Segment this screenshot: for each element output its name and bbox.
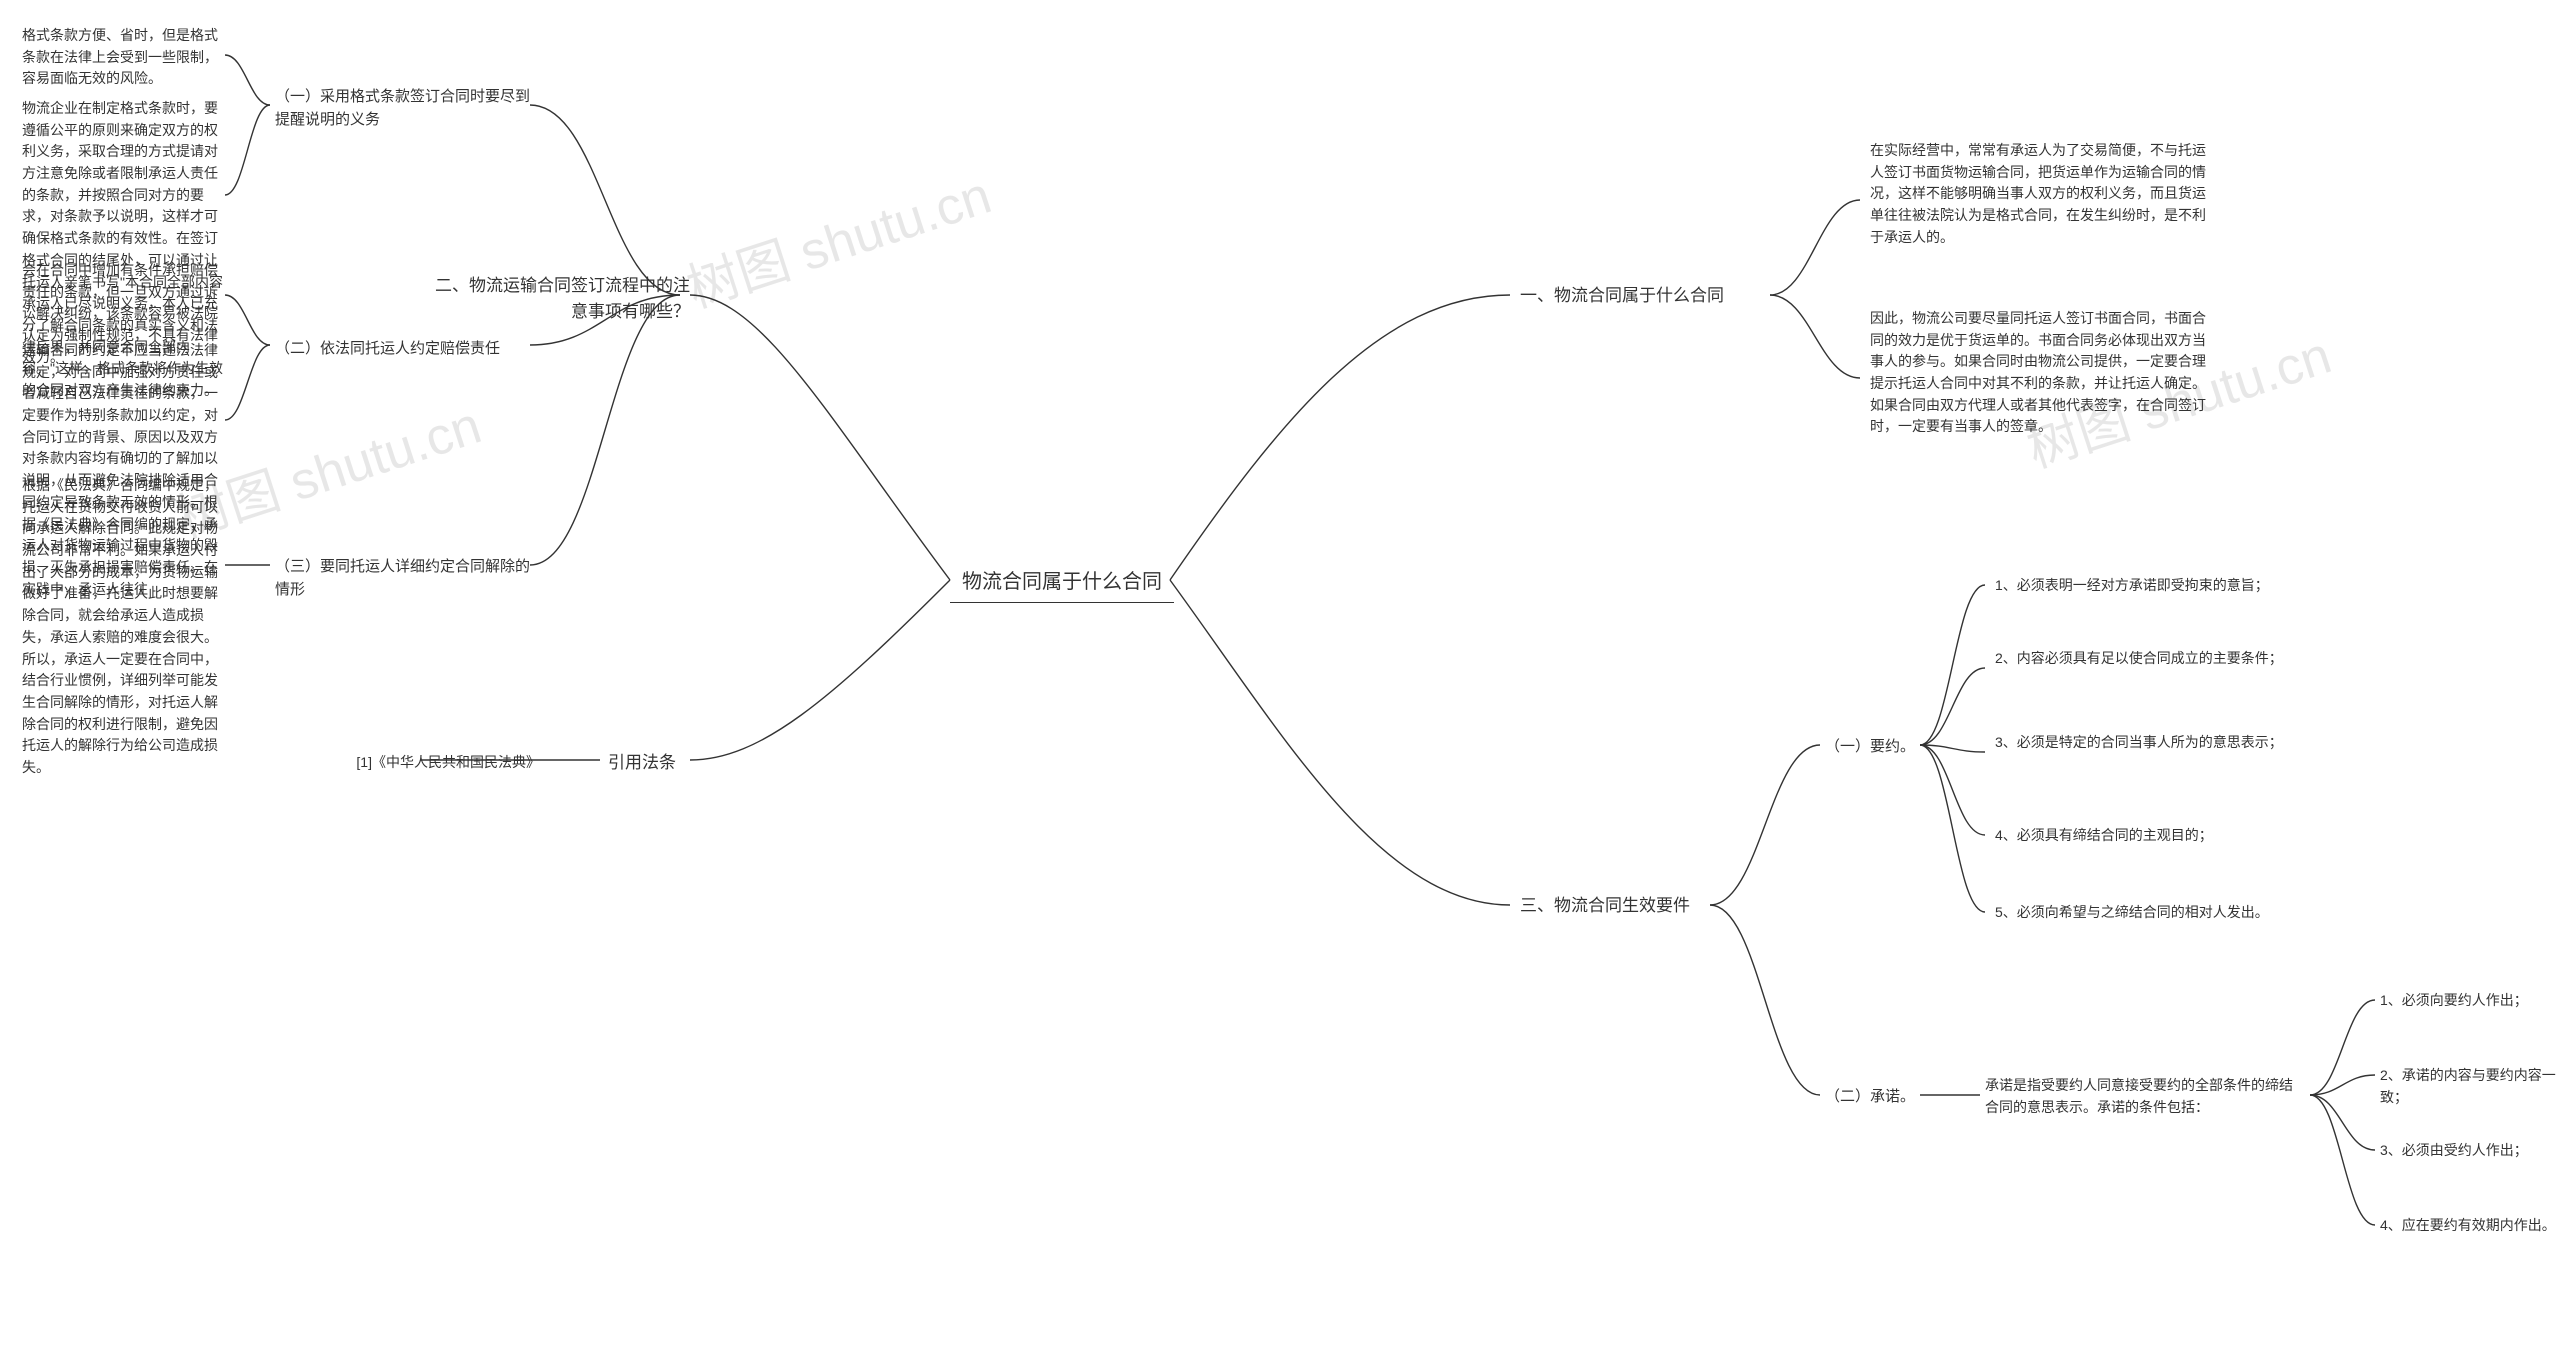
b2-s1-l1: 格式条款方便、省时，但是格式条款在法律上会受到一些限制，容易面临无效的风险。	[22, 25, 227, 90]
root-node[interactable]: 物流合同属于什么合同	[950, 563, 1174, 603]
branch-3-sub-2[interactable]: （二）承诺。	[1825, 1085, 1915, 1108]
b3-s1-l4: 4、必须具有缔结合同的主观目的；	[1995, 825, 2325, 847]
b2-s3-l1: 根据《民法典》合同编中规定，托运人在货物交付收货人前可以向承运人解除合同。此规定…	[22, 475, 227, 779]
branch-3-title[interactable]: 三、物流合同生效要件	[1520, 893, 1690, 919]
branch-1-leaf-2: 因此，物流公司要尽量同托运人签订书面合同，书面合同的效力是优于货运单的。书面合同…	[1870, 308, 2210, 438]
b3-s2-desc: 承诺是指受要约人同意接受要约的全部条件的缔结合同的意思表示。承诺的条件包括：	[1985, 1075, 2305, 1118]
branch-1-title[interactable]: 一、物流合同属于什么合同	[1520, 283, 1724, 309]
watermark: 树图 shutu.cn	[676, 153, 999, 322]
b3-s2-l1: 1、必须向要约人作出；	[2380, 990, 2528, 1012]
b3-s1-l3: 3、必须是特定的合同当事人所为的意思表示；	[1995, 732, 2325, 754]
b3-s1-l2: 2、内容必须具有足以使合同成立的主要条件；	[1995, 648, 2325, 670]
branch-2-title[interactable]: 二、物流运输合同签订流程中的注意事项有哪些？	[430, 273, 690, 326]
branch-1-leaf-1: 在实际经营中，常常有承运人为了交易简便，不与托运人签订书面货物运输合同，把货运单…	[1870, 140, 2210, 248]
b3-s2-l3: 3、必须由受约人作出；	[2380, 1140, 2528, 1162]
b3-s2-l4: 4、应在要约有效期内作出。	[2380, 1215, 2556, 1237]
b2-s3-title[interactable]: （三）要同托运人详细约定合同解除的情形	[275, 555, 535, 602]
b3-s1-l5: 5、必须向希望与之缔结合同的相对人发出。	[1995, 902, 2325, 924]
b3-s1-l1: 1、必须表明一经对方承诺即受拘束的意旨；	[1995, 575, 2325, 597]
b3-s2-l2: 2、承诺的内容与要约内容一致；	[2380, 1065, 2560, 1108]
b2-s2-title[interactable]: （二）依法同托运人约定赔偿责任	[275, 337, 535, 360]
mindmap-canvas: 树图 shutu.cn 树图 shutu.cn 树图 shutu.cn	[0, 0, 2560, 1353]
b2-s1-title[interactable]: （一）采用格式条款签订合同时要尽到提醒说明的义务	[275, 85, 535, 132]
branch-3-sub-1[interactable]: （一）要约。	[1825, 735, 1915, 758]
branch-ref-title[interactable]: 引用法条	[608, 750, 676, 776]
branch-ref-l1: [1]《中华人民共和国民法典》	[330, 752, 540, 774]
